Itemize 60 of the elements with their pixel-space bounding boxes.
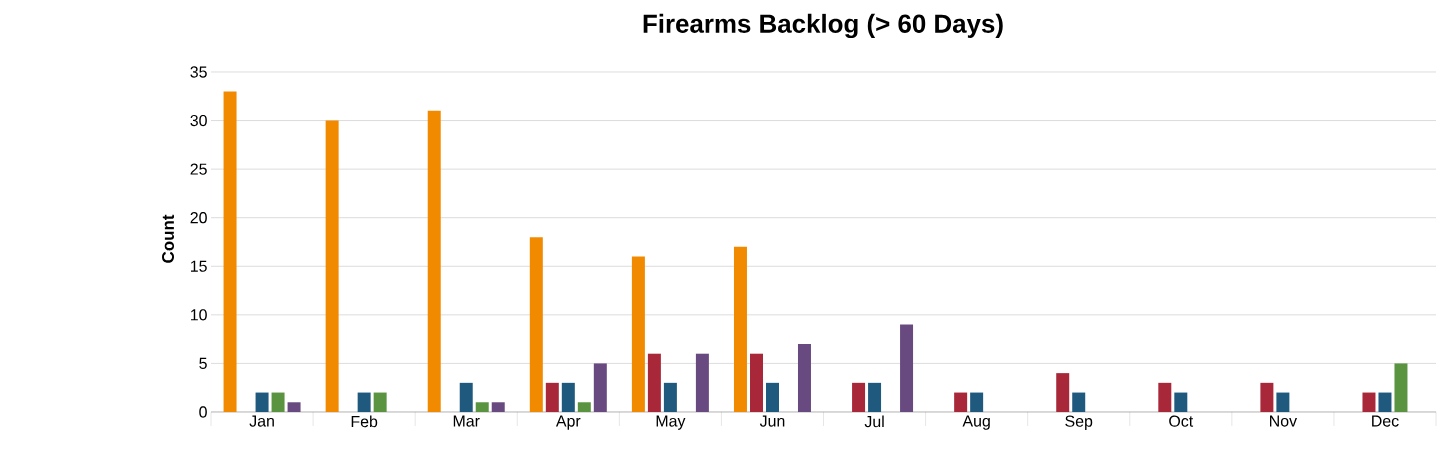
y-tick-label: 10 (190, 309, 207, 321)
bar (647, 353, 661, 412)
bar (1260, 382, 1274, 412)
bar (970, 392, 984, 412)
bar (529, 237, 543, 412)
bar (1276, 392, 1290, 412)
bar (325, 120, 339, 412)
bar (223, 91, 237, 412)
y-tick-label: 30 (190, 114, 207, 127)
bar (1174, 392, 1188, 412)
x-tick-label: Dec (1372, 415, 1399, 427)
x-tick-label: Nov (1270, 415, 1298, 427)
bar (287, 402, 301, 412)
bar (765, 382, 779, 412)
x-tick-label: Jul (864, 415, 884, 428)
y-tick-label: 25 (190, 163, 207, 175)
bar (631, 256, 645, 412)
x-tick-label: Oct (1169, 415, 1194, 427)
bar (749, 353, 763, 412)
bar (357, 392, 371, 412)
bar (1158, 382, 1172, 412)
bar (1394, 363, 1408, 412)
bar (733, 246, 747, 412)
x-tick-label: May (656, 415, 686, 430)
bar (561, 382, 575, 412)
bar (900, 324, 914, 412)
y-tick-label: 35 (190, 66, 207, 78)
bar (255, 392, 269, 412)
bar (868, 382, 882, 412)
bar (491, 402, 505, 412)
y-tick-label: 5 (199, 357, 207, 369)
x-tick-label: Sep (1065, 415, 1093, 430)
x-tick-label: Aug (962, 415, 990, 430)
bar (1072, 392, 1086, 412)
bar (373, 392, 387, 412)
x-tick-label: Mar (453, 415, 480, 427)
bar (1056, 373, 1070, 412)
x-tick-label: Feb (351, 415, 378, 428)
y-axis-title: Count (162, 214, 175, 263)
chart-title: Firearms Backlog (> 60 Days) (643, 13, 1003, 39)
x-tick-label: Jan (249, 415, 274, 427)
bar (577, 402, 591, 412)
bar (852, 382, 866, 412)
x-tick-label: Apr (555, 415, 581, 430)
bar (695, 353, 709, 412)
y-tick-label: 20 (190, 212, 207, 224)
bar (1362, 392, 1376, 412)
bar (427, 110, 441, 412)
bar (459, 382, 473, 412)
bar (1378, 392, 1392, 412)
bar (593, 363, 607, 412)
bar (271, 392, 285, 412)
bar (475, 402, 489, 412)
y-tick-label: 15 (190, 260, 207, 272)
bar (545, 382, 559, 412)
x-tick-label: Jun (759, 415, 785, 427)
bar (663, 382, 677, 412)
y-tick-label: 0 (199, 406, 207, 418)
bar (954, 392, 968, 412)
bar (797, 343, 811, 412)
